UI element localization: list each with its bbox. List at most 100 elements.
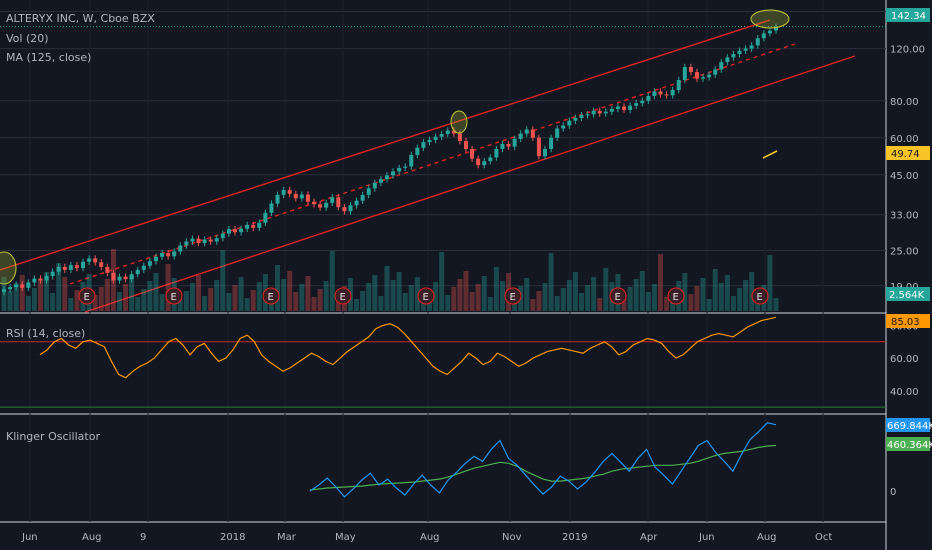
earnings-circle (334, 287, 352, 305)
volume-bar (56, 263, 62, 311)
x-tick-label: 2018 (220, 532, 245, 543)
candle-body (166, 253, 171, 257)
candle-body (622, 106, 627, 110)
volume-bar (578, 293, 584, 311)
volume-bar (694, 286, 700, 311)
candle-body (676, 79, 681, 90)
candle-body (202, 239, 207, 243)
volume-bar (493, 267, 499, 311)
candle-body (281, 189, 286, 195)
candle-body (111, 272, 116, 281)
volume-bar (98, 287, 104, 311)
candle-body (129, 274, 134, 280)
x-tick-label: May (335, 532, 356, 543)
volume-bar (603, 268, 609, 311)
earnings-label: E (510, 292, 516, 303)
volume-bar (773, 298, 779, 311)
candle-body (2, 289, 6, 292)
earnings-circle (165, 287, 183, 305)
candle-body (287, 189, 292, 194)
klinger-signal-line (309, 444, 777, 491)
earnings-marker[interactable]: E (78, 287, 96, 305)
candle-body (184, 241, 189, 246)
candle-body (99, 262, 104, 267)
volume-bar (585, 285, 591, 311)
y-tick-label: 45.00 (890, 171, 919, 182)
candle-body (38, 278, 43, 281)
candle-body (384, 175, 389, 180)
volume-bar (749, 272, 755, 311)
volume-bar (287, 271, 293, 311)
earnings-label: E (673, 292, 679, 303)
volume-bar (165, 264, 171, 311)
klinger-pane (309, 422, 777, 498)
volume-bar (712, 269, 718, 311)
candle-body (232, 229, 237, 233)
earnings-marker[interactable]: E (417, 287, 435, 305)
volume-bar (530, 299, 536, 311)
candle-body (658, 91, 663, 95)
candle-body (664, 94, 669, 96)
volume-bar (591, 277, 597, 311)
candle-body (609, 109, 614, 112)
rsi-tag: 85.03 (891, 317, 920, 328)
earnings-marker[interactable]: E (667, 287, 685, 305)
candle-body (305, 194, 310, 202)
y-tick-label: 120.00 (890, 45, 925, 56)
vol-label: Vol (20) (6, 32, 49, 45)
volume-bar (469, 292, 475, 311)
volume-tag-bg (886, 287, 930, 301)
x-tick-label: Aug (757, 532, 777, 543)
earnings-marker[interactable]: E (751, 287, 769, 305)
candle-body (147, 261, 152, 266)
trend-channel (0, 19, 856, 313)
candle-body (421, 142, 426, 148)
earnings-marker[interactable]: E (609, 287, 627, 305)
candle-body (263, 212, 268, 223)
candle-body (366, 188, 371, 195)
klinger-line (309, 422, 777, 498)
earnings-marker[interactable]: E (262, 287, 280, 305)
candle-body (220, 233, 225, 239)
earnings-marker[interactable]: E (504, 287, 522, 305)
candle-body (731, 54, 736, 58)
candle-body (543, 148, 548, 157)
last-price-tag-bg (886, 8, 930, 22)
candle-body (755, 38, 760, 46)
candle-body (275, 194, 280, 204)
candle-body (688, 66, 693, 73)
candle-body (153, 256, 158, 262)
volume-bar (451, 287, 457, 311)
candle-body (470, 148, 475, 159)
earnings-marker[interactable]: E (165, 287, 183, 305)
volume-bar (159, 294, 165, 311)
volume-bar (256, 282, 262, 311)
candle-body (494, 148, 499, 158)
volume-bar (31, 288, 37, 311)
earnings-marker[interactable]: E (334, 287, 352, 305)
volume-bar (293, 292, 299, 311)
earnings-circle (78, 287, 96, 305)
earnings-label: E (615, 292, 621, 303)
candle-body (530, 129, 535, 138)
candle-body (251, 224, 256, 228)
volume-bar (153, 273, 159, 311)
volume-bar (536, 291, 542, 311)
volume-bar (390, 280, 396, 311)
candle-body (74, 265, 79, 269)
x-tick-label: Jun (698, 532, 715, 543)
candle-body (62, 266, 67, 270)
volume-bar (743, 280, 749, 311)
volume-bar (645, 292, 651, 311)
channel-lower (84, 55, 856, 313)
candle-body (774, 26, 778, 31)
volume-bar (566, 280, 572, 311)
candle-body (245, 224, 250, 229)
volume-bar (378, 296, 384, 311)
candle-body (640, 100, 645, 104)
candle-body (749, 45, 754, 49)
rsi-line (39, 316, 777, 379)
volume-bar (226, 293, 232, 311)
